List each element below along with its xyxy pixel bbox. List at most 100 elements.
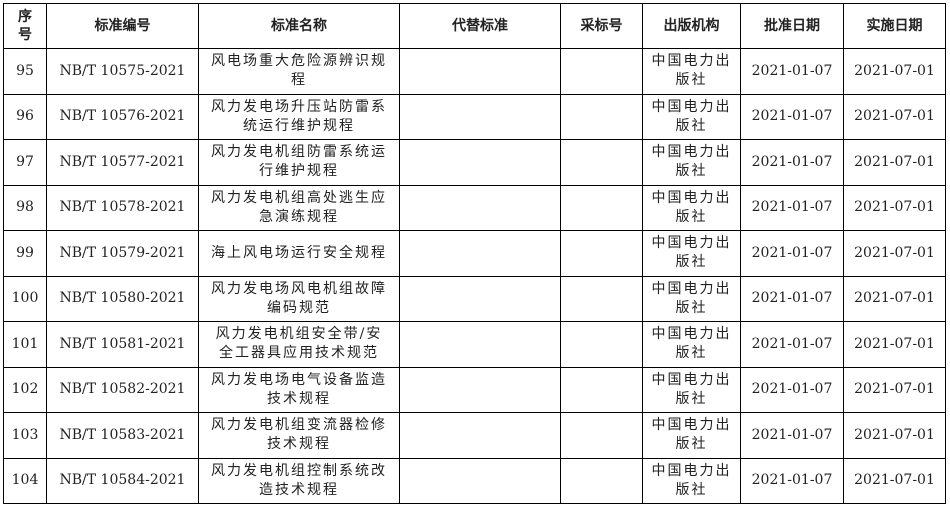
adopt-cell [560, 139, 643, 186]
name-cell: 海上风电场运行安全规程 [198, 230, 400, 277]
publisher-cell: 中国电力出版社 [642, 412, 741, 459]
publisher-cell: 中国电力出版社 [642, 275, 741, 322]
name-cell: 风力发电机组安全带/安全工器具应用技术规范 [198, 321, 400, 368]
replace-cell [399, 93, 561, 140]
effective-date-cell: 2021-07-01 [843, 184, 946, 231]
standards-table: 序号 标准编号 标准名称 代替标准 采标号 出版机构 批准日期 实施日期 95 N… [3, 3, 946, 504]
effective-date-cell: 2021-07-01 [843, 366, 946, 413]
approve-date-cell: 2021-01-07 [740, 275, 844, 322]
index-cell: 96 [3, 93, 47, 140]
adopt-cell [560, 48, 643, 95]
replace-cell [399, 48, 561, 95]
effective-date-cell: 2021-07-01 [843, 275, 946, 322]
effective-date-cell: 2021-07-01 [843, 457, 946, 504]
publisher-cell: 中国电力出版社 [642, 48, 741, 95]
replace-cell [399, 412, 561, 459]
table-row: 96 NB/T 10576-2021 风力发电场升压站防雷系统运行维护规程 中国电力出… [3, 93, 946, 140]
index-cell: 97 [3, 139, 47, 186]
table-row: 103 NB/T 10583-2021 风力发电机组变流器检修技术规程 中国电力出版社… [3, 412, 946, 459]
adopt-cell [560, 184, 643, 231]
code-cell: NB/T 10575-2021 [46, 48, 199, 95]
adopt-cell [560, 93, 643, 140]
effective-date-cell: 2021-07-01 [843, 93, 946, 140]
adopt-cell [560, 457, 643, 504]
name-cell: 风力发电场升压站防雷系统运行维护规程 [198, 93, 400, 140]
code-cell: NB/T 10584-2021 [46, 457, 199, 504]
code-cell: NB/T 10580-2021 [46, 275, 199, 322]
table-row: 98 NB/T 10578-2021 风力发电机组高处逃生应急演练规程 中国电力出版社… [3, 184, 946, 231]
effective-date-cell: 2021-07-01 [843, 412, 946, 459]
table-row: 100 NB/T 10580-2021 风力发电场风电机组故障编码规范 中国电力出版社… [3, 275, 946, 322]
header-publisher: 出版机构 [642, 3, 741, 49]
index-cell: 98 [3, 184, 47, 231]
effective-date-cell: 2021-07-01 [843, 48, 946, 95]
adopt-cell [560, 275, 643, 322]
table-row: 97 NB/T 10577-2021 风力发电机组防雷系统运行维护规程 中国电力出版社… [3, 139, 946, 186]
adopt-cell [560, 412, 643, 459]
publisher-cell: 中国电力出版社 [642, 230, 741, 277]
name-cell: 风力发电场电气设备监造技术规程 [198, 366, 400, 413]
index-cell: 99 [3, 230, 47, 277]
name-cell: 风力发电机组变流器检修技术规程 [198, 412, 400, 459]
table-row: 102 NB/T 10582-2021 风力发电场电气设备监造技术规程 中国电力出版社… [3, 366, 946, 413]
code-cell: NB/T 10577-2021 [46, 139, 199, 186]
index-cell: 101 [3, 321, 47, 368]
replace-cell [399, 366, 561, 413]
table-row: 95 NB/T 10575-2021 风电场重大危险源辨识规程 中国电力出版社 2021… [3, 48, 946, 95]
code-cell: NB/T 10583-2021 [46, 412, 199, 459]
effective-date-cell: 2021-07-01 [843, 230, 946, 277]
approve-date-cell: 2021-01-07 [740, 412, 844, 459]
name-cell: 风力发电机组控制系统改造技术规程 [198, 457, 400, 504]
index-cell: 103 [3, 412, 47, 459]
approve-date-cell: 2021-01-07 [740, 93, 844, 140]
approve-date-cell: 2021-01-07 [740, 457, 844, 504]
name-cell: 风力发电机组高处逃生应急演练规程 [198, 184, 400, 231]
index-cell: 104 [3, 457, 47, 504]
header-index: 序号 [3, 3, 47, 49]
approve-date-cell: 2021-01-07 [740, 139, 844, 186]
name-cell: 风力发电场风电机组故障编码规范 [198, 275, 400, 322]
publisher-cell: 中国电力出版社 [642, 93, 741, 140]
header-adopt: 采标号 [560, 3, 643, 49]
header-code: 标准编号 [46, 3, 199, 49]
table-row: 104 NB/T 10584-2021 风力发电机组控制系统改造技术规程 中国电力出版… [3, 457, 946, 504]
effective-date-cell: 2021-07-01 [843, 321, 946, 368]
effective-date-cell: 2021-07-01 [843, 139, 946, 186]
header-effective-date: 实施日期 [843, 3, 946, 49]
adopt-cell [560, 321, 643, 368]
adopt-cell [560, 366, 643, 413]
publisher-cell: 中国电力出版社 [642, 184, 741, 231]
header-approve-date: 批准日期 [740, 3, 844, 49]
code-cell: NB/T 10579-2021 [46, 230, 199, 277]
index-cell: 102 [3, 366, 47, 413]
table-row: 99 NB/T 10579-2021 海上风电场运行安全规程 中国电力出版社 2021-… [3, 230, 946, 277]
code-cell: NB/T 10582-2021 [46, 366, 199, 413]
publisher-cell: 中国电力出版社 [642, 366, 741, 413]
table-row: 101 NB/T 10581-2021 风力发电机组安全带/安全工器具应用技术规范 中… [3, 321, 946, 368]
approve-date-cell: 2021-01-07 [740, 48, 844, 95]
name-cell: 风电场重大危险源辨识规程 [198, 48, 400, 95]
publisher-cell: 中国电力出版社 [642, 139, 741, 186]
name-cell: 风力发电机组防雷系统运行维护规程 [198, 139, 400, 186]
code-cell: NB/T 10578-2021 [46, 184, 199, 231]
code-cell: NB/T 10581-2021 [46, 321, 199, 368]
approve-date-cell: 2021-01-07 [740, 184, 844, 231]
header-replace: 代替标准 [399, 3, 561, 49]
publisher-cell: 中国电力出版社 [642, 457, 741, 504]
index-cell: 95 [3, 48, 47, 95]
approve-date-cell: 2021-01-07 [740, 366, 844, 413]
adopt-cell [560, 230, 643, 277]
replace-cell [399, 184, 561, 231]
table-header-row: 序号 标准编号 标准名称 代替标准 采标号 出版机构 批准日期 实施日期 [3, 3, 946, 49]
index-cell: 100 [3, 275, 47, 322]
approve-date-cell: 2021-01-07 [740, 230, 844, 277]
code-cell: NB/T 10576-2021 [46, 93, 199, 140]
replace-cell [399, 275, 561, 322]
publisher-cell: 中国电力出版社 [642, 321, 741, 368]
replace-cell [399, 139, 561, 186]
replace-cell [399, 457, 561, 504]
replace-cell [399, 230, 561, 277]
header-name: 标准名称 [198, 3, 400, 49]
approve-date-cell: 2021-01-07 [740, 321, 844, 368]
replace-cell [399, 321, 561, 368]
